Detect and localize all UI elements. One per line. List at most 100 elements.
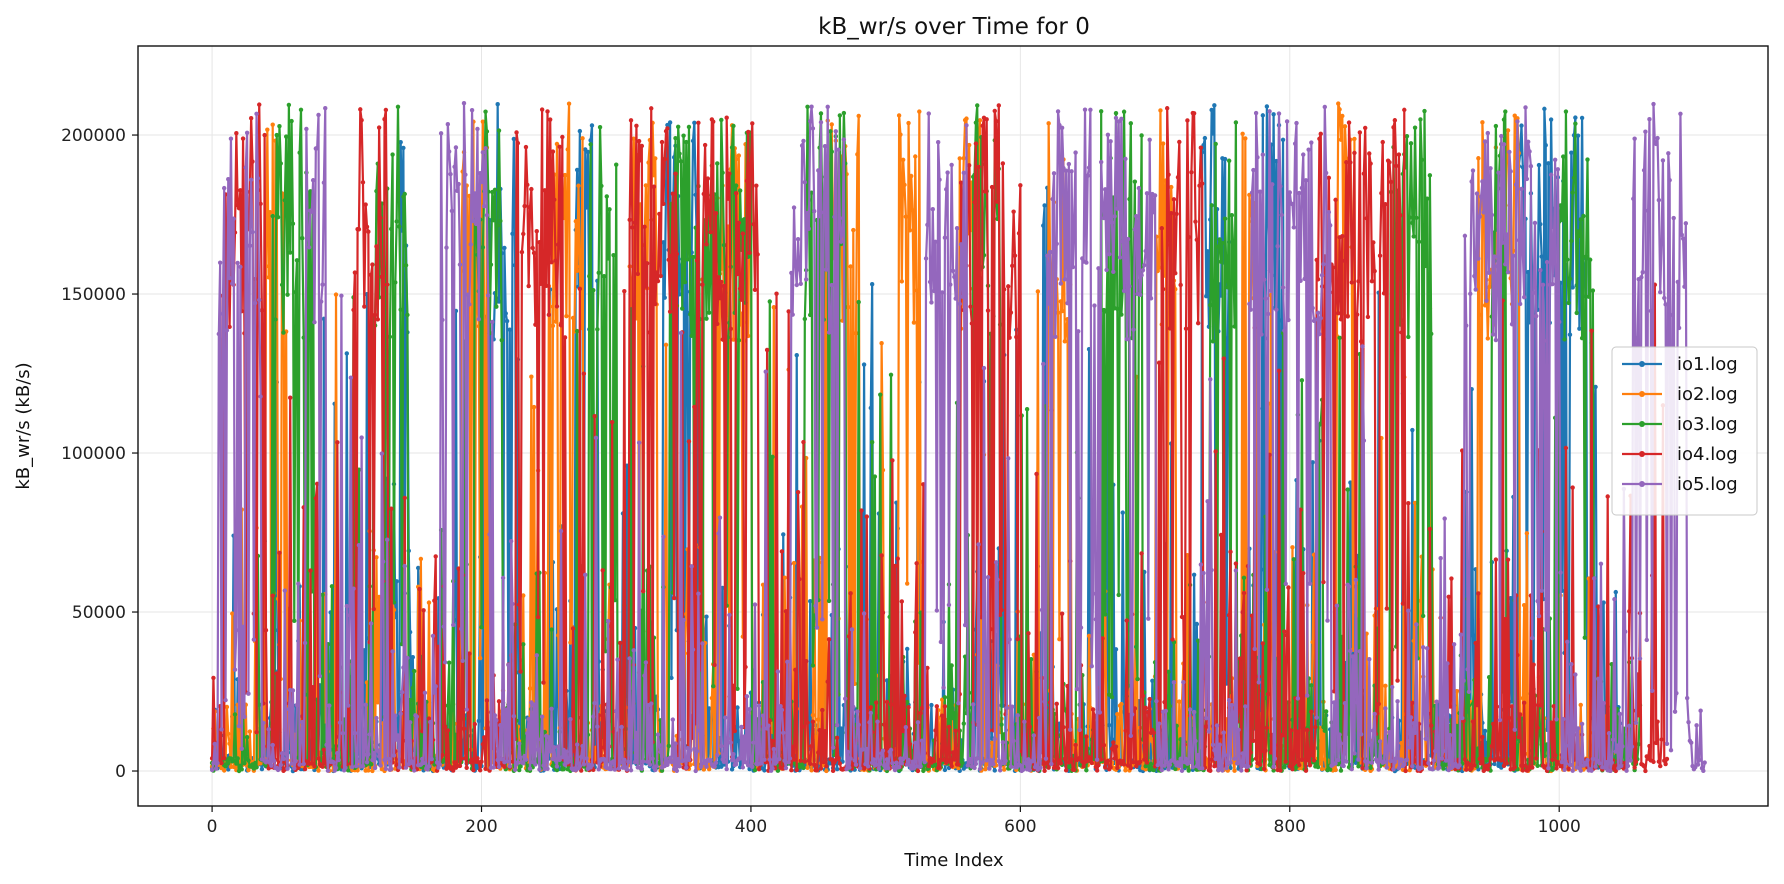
- data-point-io4-log-450: [816, 750, 821, 755]
- data-point-io5-log-697: [1148, 296, 1154, 301]
- data-point-io3-log-1009: [1569, 238, 1574, 244]
- data-point-io4-log-796: [1282, 629, 1287, 634]
- data-point-io3-log-209: [491, 218, 496, 223]
- data-point-io4-log-317: [636, 138, 642, 144]
- data-point-io3-log-19: [235, 756, 240, 761]
- data-point-io4-log-235: [526, 283, 531, 289]
- data-point-io4-log-595: [1011, 209, 1016, 214]
- data-point-io4-log-155: [418, 706, 424, 711]
- data-point-io5-log-464: [834, 722, 840, 728]
- data-point-io4-log-1007: [1566, 766, 1571, 771]
- data-point-io4-log-333: [658, 273, 663, 279]
- data-point-io5-log-370: [708, 757, 713, 763]
- data-point-io5-log-450: [816, 168, 821, 173]
- data-point-io5-log-174: [444, 245, 449, 250]
- data-point-io4-log-431: [790, 744, 795, 750]
- data-point-io3-log-826: [1322, 728, 1328, 733]
- data-point-io5-log-93: [335, 751, 340, 756]
- data-point-io4-log-1036: [1605, 494, 1610, 499]
- data-point-io4-log-201: [480, 742, 486, 747]
- data-point-io4-log-707: [1162, 699, 1167, 705]
- data-point-io4-log-370: [708, 229, 713, 235]
- data-point-io5-log-220: [506, 662, 511, 668]
- data-point-io3-log-816: [1309, 683, 1314, 688]
- data-point-io5-log-124: [376, 754, 382, 759]
- data-point-io5-log-538: [934, 608, 940, 613]
- data-point-io5-log-430: [789, 270, 794, 276]
- data-point-io5-log-422: [778, 703, 783, 709]
- data-point-io4-log-670: [1112, 756, 1117, 761]
- data-point-io1-log-671: [1113, 647, 1119, 652]
- data-point-io5-log-72: [306, 245, 312, 250]
- data-point-io4-log-763: [1237, 656, 1243, 661]
- data-point-io5-log-460: [829, 282, 834, 288]
- data-point-io2-log-45: [270, 122, 275, 127]
- data-point-io5-log-249: [545, 766, 550, 771]
- data-point-io1-log-783: [1264, 104, 1270, 109]
- data-point-io5-log-700: [1152, 193, 1158, 198]
- data-point-io5-log-326: [649, 701, 654, 706]
- data-point-io2-log-79: [316, 768, 321, 773]
- data-point-io4-log-166: [433, 554, 438, 559]
- data-point-io3-log-1018: [1581, 213, 1586, 219]
- data-point-io4-log-255: [553, 258, 558, 263]
- data-point-io4-log-310: [627, 217, 632, 223]
- data-point-io3-log-144: [403, 263, 409, 268]
- data-point-io3-log-33: [254, 765, 259, 770]
- data-point-io5-log-533: [927, 279, 933, 285]
- data-point-io4-log-544: [942, 704, 948, 709]
- data-point-io5-log-266: [568, 716, 573, 722]
- data-point-io4-log-634: [1063, 768, 1069, 773]
- data-point-io5-log-101: [345, 703, 351, 708]
- data-point-io5-log-214: [498, 723, 503, 728]
- data-point-io5-log-622: [1047, 249, 1053, 255]
- data-point-io5-log-411: [763, 369, 768, 374]
- data-point-io1-log-358: [692, 120, 697, 125]
- data-point-io4-log-242: [535, 614, 541, 620]
- data-point-io5-log-573: [981, 365, 987, 371]
- data-point-io3-log-755: [1226, 158, 1232, 163]
- data-point-io1-log-424: [781, 532, 786, 537]
- data-point-io3-log-759: [1232, 324, 1237, 329]
- data-point-io4-log-193: [469, 757, 475, 762]
- data-point-io3-log-550: [950, 715, 956, 721]
- data-point-io5-log-173: [442, 660, 448, 665]
- data-point-io3-log-685: [1132, 179, 1138, 184]
- data-point-io3-log-1004: [1562, 337, 1567, 342]
- data-point-io4-log-807: [1297, 762, 1302, 768]
- data-point-io5-log-642: [1074, 686, 1080, 692]
- data-point-io5-log-576: [985, 575, 991, 580]
- data-point-io3-log-56: [285, 292, 290, 297]
- data-point-io1-log-987: [1539, 254, 1544, 259]
- data-point-io5-log-114: [363, 702, 368, 707]
- data-point-io4-log-957: [1499, 758, 1504, 763]
- data-point-io1-log-224: [511, 136, 517, 142]
- data-point-io4-log-817: [1310, 753, 1315, 758]
- data-point-io5-log-603: [1022, 719, 1027, 724]
- data-point-io5-log-551: [952, 274, 957, 280]
- data-point-io4-log-200: [479, 759, 484, 764]
- data-point-io4-log-575: [984, 117, 989, 122]
- data-point-io4-log-995: [1550, 757, 1555, 763]
- data-point-io5-log-455: [822, 144, 828, 149]
- data-point-io3-log-745: [1213, 141, 1218, 147]
- data-point-io5-log-92: [333, 765, 339, 771]
- data-point-io5-log-60: [290, 688, 296, 693]
- data-point-io4-log-21: [238, 188, 243, 193]
- data-point-io3-log-889: [1407, 215, 1412, 220]
- data-point-io1-log-544: [942, 767, 948, 773]
- data-point-io5-log-171: [440, 317, 445, 323]
- data-point-io3-log-214: [498, 218, 503, 224]
- data-point-io3-log-663: [1103, 612, 1108, 617]
- data-point-io5-log-333: [658, 749, 663, 755]
- data-point-io4-log-644: [1077, 755, 1082, 761]
- data-point-io3-log-649: [1084, 768, 1089, 773]
- data-point-io4-log-244: [538, 281, 543, 287]
- data-point-io4-log-382: [724, 115, 729, 120]
- data-point-io3-log-298: [611, 252, 616, 258]
- data-point-io4-log-718: [1177, 139, 1182, 145]
- data-point-io3-log-212: [495, 223, 500, 228]
- data-point-io4-log-197: [475, 756, 480, 761]
- data-point-io4-log-854: [1360, 765, 1365, 771]
- data-point-io4-log-838: [1338, 317, 1344, 322]
